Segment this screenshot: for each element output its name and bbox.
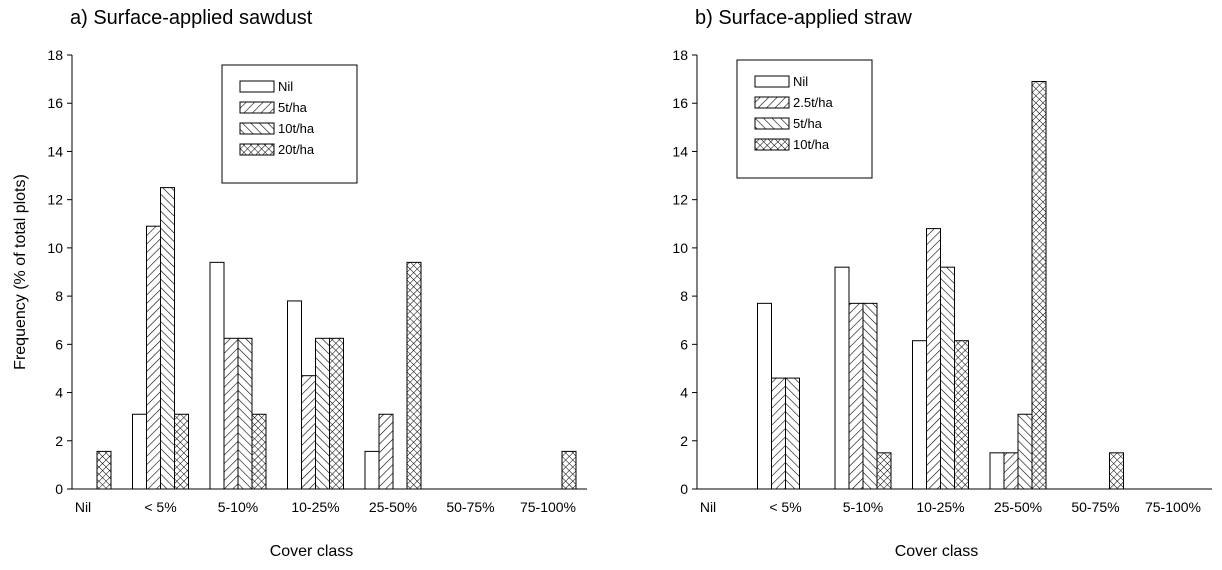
y-tick-label: 16	[47, 95, 63, 111]
legend-swatch	[239, 143, 275, 156]
y-tick-label: 2	[55, 433, 63, 449]
chart-title: a) Surface-applied sawdust	[70, 7, 313, 29]
bar	[1109, 452, 1124, 490]
x-tick-label: 50-75%	[1071, 499, 1119, 515]
bar	[223, 337, 239, 490]
bar	[287, 300, 302, 490]
legend-label: 5t/ha	[793, 116, 823, 131]
bar	[926, 228, 941, 490]
bar	[954, 340, 969, 490]
chart-title: b) Surface-applied straw	[695, 7, 912, 29]
legend-swatch	[239, 80, 275, 93]
x-tick-label: 50-75%	[446, 499, 494, 515]
y-tick-label: 10	[47, 240, 63, 256]
x-tick-label: < 5%	[144, 499, 176, 515]
y-tick-label: 10	[672, 240, 688, 256]
y-tick-label: 4	[680, 385, 688, 401]
y-axis-label: Frequency (% of total plots)	[12, 174, 29, 370]
x-tick-label: 5-10%	[218, 499, 258, 515]
y-tick-label: 14	[672, 143, 688, 159]
x-tick-label: 25-50%	[994, 499, 1042, 515]
bar	[1017, 413, 1033, 490]
y-tick-label: 12	[47, 192, 63, 208]
bar	[876, 452, 892, 490]
x-tick-label: 75-100%	[520, 499, 576, 515]
x-tick-label: 5-10%	[843, 499, 883, 515]
bar	[406, 261, 422, 490]
bar	[237, 337, 253, 490]
legend-swatch	[239, 101, 275, 114]
legend-swatch	[754, 75, 790, 88]
bar	[848, 302, 864, 490]
y-tick-label: 12	[672, 192, 688, 208]
x-tick-label: 25-50%	[369, 499, 417, 515]
y-tick-label: 14	[47, 143, 63, 159]
bar	[771, 377, 786, 490]
x-tick-label: 75-100%	[1145, 499, 1201, 515]
bar	[146, 225, 161, 490]
x-tick-label: Nil	[700, 499, 716, 515]
y-tick-label: 0	[55, 481, 63, 497]
bar	[912, 340, 927, 490]
legend-label: Nil	[793, 74, 808, 89]
bar	[989, 452, 1005, 490]
legend-swatch	[754, 138, 790, 151]
bar	[209, 261, 225, 490]
bar	[251, 413, 267, 490]
legend-label: 20t/ha	[278, 142, 315, 157]
legend-swatch	[239, 122, 275, 135]
y-tick-label: 0	[680, 481, 688, 497]
bar	[940, 266, 955, 490]
bar	[329, 337, 344, 490]
legend-label: 2.5t/ha	[793, 95, 834, 110]
x-tick-label: 10-25%	[291, 499, 339, 515]
y-tick-label: 18	[672, 47, 688, 63]
y-tick-label: 8	[55, 288, 63, 304]
legend-label: 10t/ha	[793, 137, 830, 152]
y-tick-label: 16	[672, 95, 688, 111]
bar	[1003, 452, 1019, 490]
bar	[862, 302, 878, 490]
x-tick-label: Nil	[75, 499, 91, 515]
x-tick-label: 10-25%	[916, 499, 964, 515]
bar	[315, 337, 330, 490]
bar	[96, 450, 112, 490]
bar	[174, 413, 189, 490]
legend-swatch	[754, 96, 790, 109]
y-tick-label: 6	[680, 336, 688, 352]
y-tick-label: 6	[55, 336, 63, 352]
legend-label: 5t/ha	[278, 100, 308, 115]
bar	[364, 450, 380, 490]
legend-swatch	[754, 117, 790, 130]
x-axis-label: Cover class	[270, 543, 354, 560]
legend-label: 10t/ha	[278, 121, 315, 136]
legend-label: Nil	[278, 79, 293, 94]
bar	[132, 413, 147, 490]
y-tick-label: 18	[47, 47, 63, 63]
x-axis-label: Cover class	[895, 543, 979, 560]
bar	[561, 450, 577, 490]
bar	[1031, 81, 1047, 490]
bar	[834, 266, 850, 490]
bar	[301, 375, 316, 490]
bar	[160, 187, 175, 490]
y-tick-label: 8	[680, 288, 688, 304]
bar	[757, 302, 772, 490]
y-tick-label: 2	[680, 433, 688, 449]
y-tick-label: 4	[55, 385, 63, 401]
x-tick-label: < 5%	[769, 499, 801, 515]
bar	[378, 413, 394, 490]
bar	[785, 377, 800, 490]
